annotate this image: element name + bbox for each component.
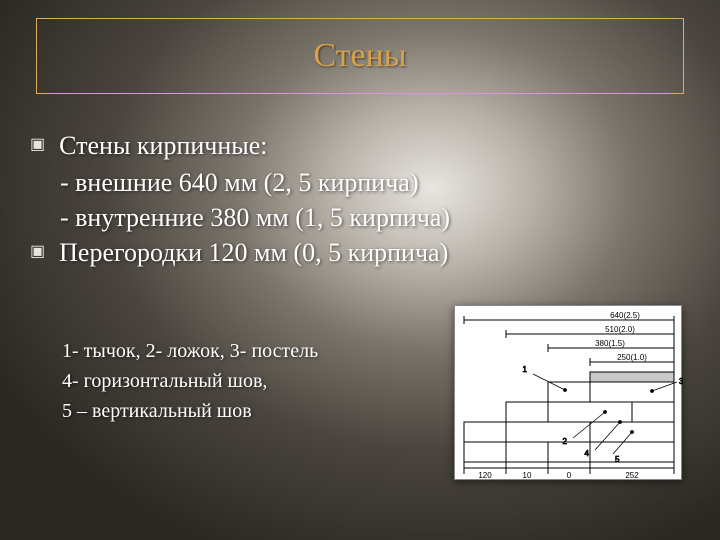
bullet-icon: ▣ bbox=[30, 244, 45, 260]
dim-label: 10 bbox=[523, 471, 532, 480]
legend-block: 1- тычок, 2- ложок, 3- постель 4- горизо… bbox=[62, 336, 318, 426]
content-block: ▣ Стены кирпичные: - внешние 640 мм (2, … bbox=[30, 128, 690, 272]
dim-label: 380(1.5) bbox=[595, 339, 625, 348]
bullet-icon: ▣ bbox=[30, 137, 45, 153]
callout: 1 bbox=[523, 365, 528, 374]
bullet-item: ▣ Стены кирпичные: bbox=[30, 128, 690, 163]
callout: 3 bbox=[679, 377, 683, 386]
legend-line: 4- горизонтальный шов, bbox=[62, 366, 318, 396]
dim-label: 0 bbox=[567, 471, 572, 480]
brick-diagram-svg: 640(2.5) 510(2.0) 380(1.5) 250(1.0) bbox=[455, 306, 683, 481]
title-frame: Стены bbox=[36, 18, 684, 94]
callout: 5 bbox=[615, 455, 620, 464]
dim-label: 120 bbox=[478, 471, 492, 480]
legend-line: 1- тычок, 2- ложок, 3- постель bbox=[62, 336, 318, 366]
slide-title: Стены bbox=[313, 37, 406, 75]
brick-diagram: 640(2.5) 510(2.0) 380(1.5) 250(1.0) bbox=[454, 305, 682, 480]
legend-line: 5 – вертикальный шов bbox=[62, 396, 318, 426]
callout: 4 bbox=[585, 449, 590, 458]
dim-label: 510(2.0) bbox=[605, 325, 635, 334]
bullet-text: Перегородки 120 мм (0, 5 кирпича) bbox=[59, 235, 448, 270]
dim-label: 250(1.0) bbox=[617, 353, 647, 362]
bullet-subline: - внутренние 380 мм (1, 5 кирпича) bbox=[60, 200, 690, 235]
bullet-item: ▣ Перегородки 120 мм (0, 5 кирпича) bbox=[30, 235, 690, 270]
dim-label: 252 bbox=[625, 471, 639, 480]
bullet-text: Стены кирпичные: bbox=[59, 128, 267, 163]
dim-label: 640(2.5) bbox=[610, 311, 640, 320]
callout: 2 bbox=[563, 437, 568, 446]
bullet-subline: - внешние 640 мм (2, 5 кирпича) bbox=[60, 165, 690, 200]
